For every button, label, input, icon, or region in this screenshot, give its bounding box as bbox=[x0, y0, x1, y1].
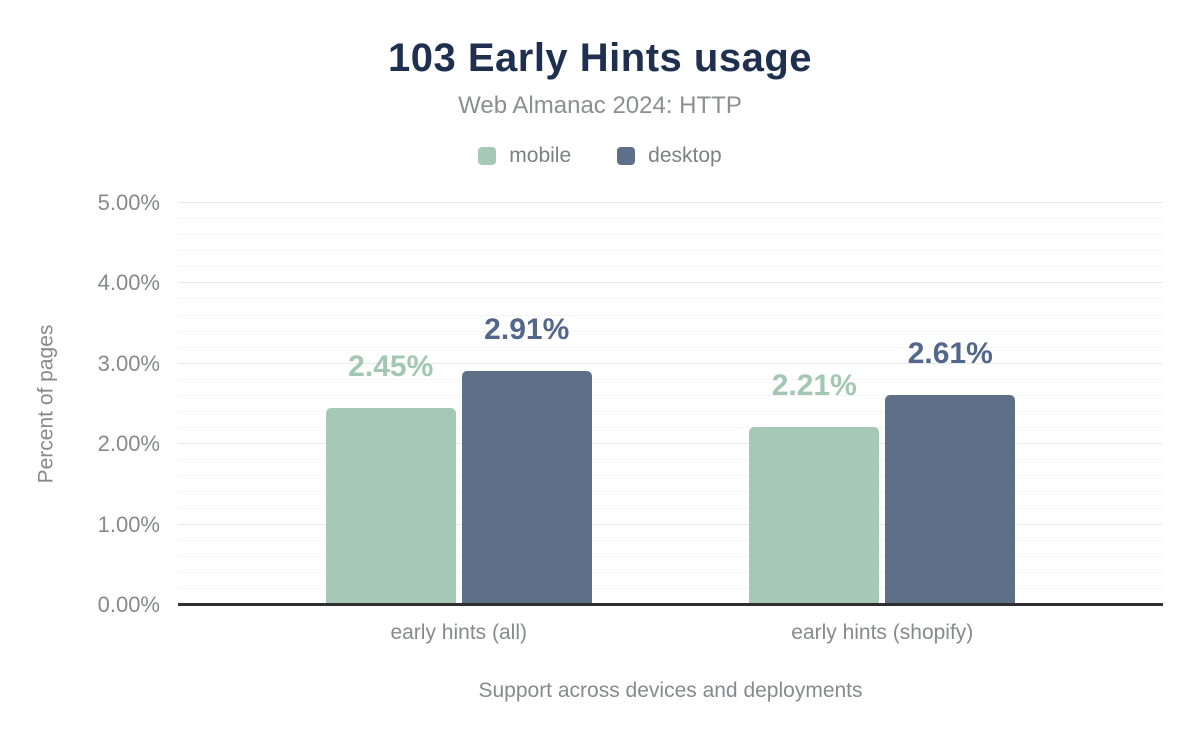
gridline-minor bbox=[178, 346, 1163, 348]
bar-desktop-1[interactable] bbox=[461, 371, 592, 605]
gridline-minor bbox=[178, 587, 1163, 589]
gridline-minor bbox=[178, 539, 1163, 541]
x-category-label: early hints (all) bbox=[390, 621, 527, 644]
y-axis-ticks: 0.00% 1.00% 2.00% 3.00% 4.00% 5.00% bbox=[0, 190, 162, 617]
bar-value-label-mobile-2: 2.21% bbox=[771, 369, 857, 403]
gridline-minor bbox=[178, 330, 1163, 332]
gridline-major bbox=[178, 282, 1163, 284]
gridline-minor bbox=[178, 314, 1163, 316]
legend-item-desktop[interactable]: desktop bbox=[617, 144, 722, 168]
x-category-label: early hints (shopify) bbox=[791, 621, 974, 644]
gridline-major bbox=[178, 362, 1163, 364]
legend-label-mobile: mobile bbox=[509, 144, 572, 167]
gridline-minor bbox=[178, 234, 1163, 236]
gridline-minor bbox=[178, 250, 1163, 252]
gridline-minor bbox=[178, 491, 1163, 493]
y-tick-label: 3.00% bbox=[97, 350, 160, 376]
gridline-minor bbox=[178, 571, 1163, 573]
gridline-minor bbox=[178, 427, 1163, 429]
legend-swatch-desktop bbox=[617, 147, 636, 165]
gridline-minor bbox=[178, 555, 1163, 557]
y-tick-label: 4.00% bbox=[97, 270, 160, 296]
y-tick-label: 0.00% bbox=[97, 592, 160, 617]
gridline-minor bbox=[178, 411, 1163, 413]
legend: mobile desktop bbox=[0, 144, 1200, 168]
bar-value-label-desktop-2: 2.61% bbox=[907, 337, 993, 371]
bar-mobile-2[interactable] bbox=[749, 427, 880, 605]
y-tick-label: 1.00% bbox=[97, 511, 160, 537]
gridline-minor bbox=[178, 298, 1163, 300]
x-axis-title: Support across devices and deployments bbox=[478, 679, 863, 702]
gridline-major bbox=[178, 523, 1163, 525]
legend-item-mobile[interactable]: mobile bbox=[478, 144, 571, 168]
x-axis-baseline bbox=[178, 603, 1163, 606]
gridline-minor bbox=[178, 475, 1163, 477]
y-tick-label: 5.00% bbox=[97, 190, 160, 215]
chart-subtitle: Web Almanac 2024: HTTP bbox=[458, 92, 742, 119]
gridline-minor bbox=[178, 378, 1163, 380]
bar-value-label-desktop-1: 2.91% bbox=[484, 313, 570, 347]
bar-mobile-1[interactable] bbox=[325, 408, 456, 605]
gridline-minor bbox=[178, 266, 1163, 268]
chart-title: 103 Early Hints usage bbox=[387, 36, 813, 80]
plot-area: 2.45% 2.91% 2.21% 2.61% bbox=[178, 202, 1163, 606]
y-tick-label: 2.00% bbox=[97, 431, 160, 457]
gridline-minor bbox=[178, 394, 1163, 396]
bar-desktop-2[interactable] bbox=[885, 395, 1016, 605]
gridline-minor bbox=[178, 459, 1163, 461]
gridline-minor bbox=[178, 507, 1163, 509]
legend-label-desktop: desktop bbox=[648, 144, 722, 167]
legend-swatch-mobile bbox=[478, 147, 497, 165]
bar-value-label-mobile-1: 2.45% bbox=[348, 350, 434, 384]
gridline-major bbox=[178, 202, 1163, 203]
gridline-major bbox=[178, 443, 1163, 445]
gridline-minor bbox=[178, 218, 1163, 220]
